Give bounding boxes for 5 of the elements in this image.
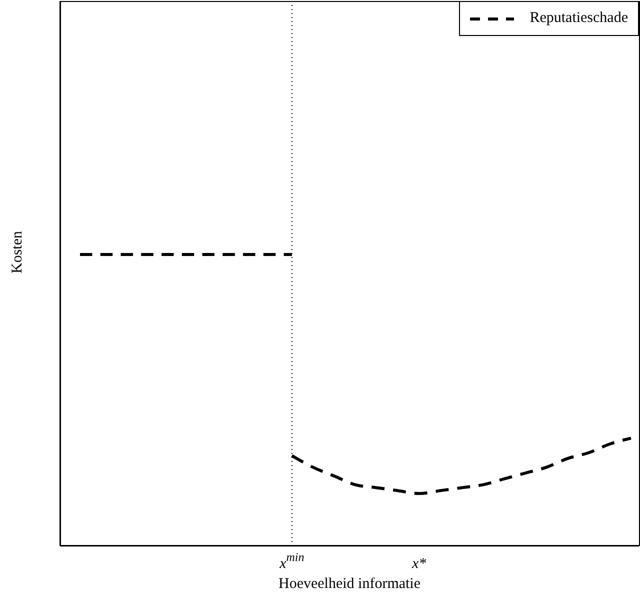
x-tick-label: x* <box>410 556 427 572</box>
y-axis-title: Kosten <box>9 230 26 274</box>
legend-label: Reputatieschade <box>530 10 628 27</box>
x-tick-label: x$^{min}$ <box>278 550 304 572</box>
x-axis-title: Hoeveelheid informatie <box>278 576 421 592</box>
